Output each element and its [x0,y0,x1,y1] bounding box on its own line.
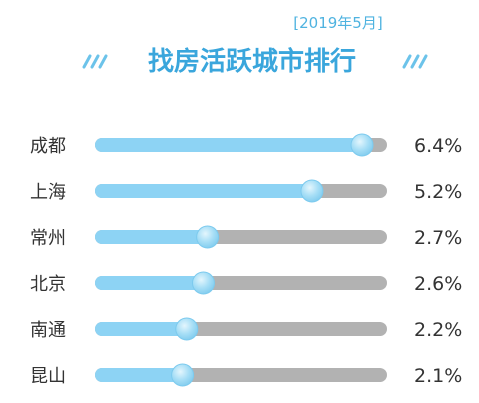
value-label: 2.7% [414,227,462,249]
bar-knob [300,179,324,203]
bar-knob [350,133,374,157]
bar [95,368,183,382]
bar-rows: 成都 6.4% 上海 5.2% 常州 2.7% 北京 2.6% 南通 2.2% 昆山 2.1% [30,133,462,387]
category-label: 上海 [30,182,66,203]
bar-knob [171,363,195,387]
chart-title: 找房活跃城市排行 [148,46,356,77]
bar [95,276,204,290]
bar-knob [196,225,220,249]
value-label: 2.6% [414,273,462,295]
right-slash-decoration [402,54,428,69]
value-label: 2.2% [414,319,462,341]
left-slash-decoration [82,54,108,69]
value-label: 6.4% [414,135,462,157]
bar [95,138,362,152]
bar-knob [175,317,199,341]
value-label: 2.1% [414,365,462,387]
bar [95,230,208,244]
value-label: 5.2% [414,181,462,203]
category-label: 北京 [30,274,66,295]
category-label: 南通 [30,320,66,341]
category-label: 常州 [30,228,66,249]
bar-knob [191,271,215,295]
bar [95,184,312,198]
chart-subtitle: [2019年5月] [293,14,382,32]
category-label: 昆山 [30,366,66,387]
bar [95,322,187,336]
category-label: 成都 [30,136,66,157]
